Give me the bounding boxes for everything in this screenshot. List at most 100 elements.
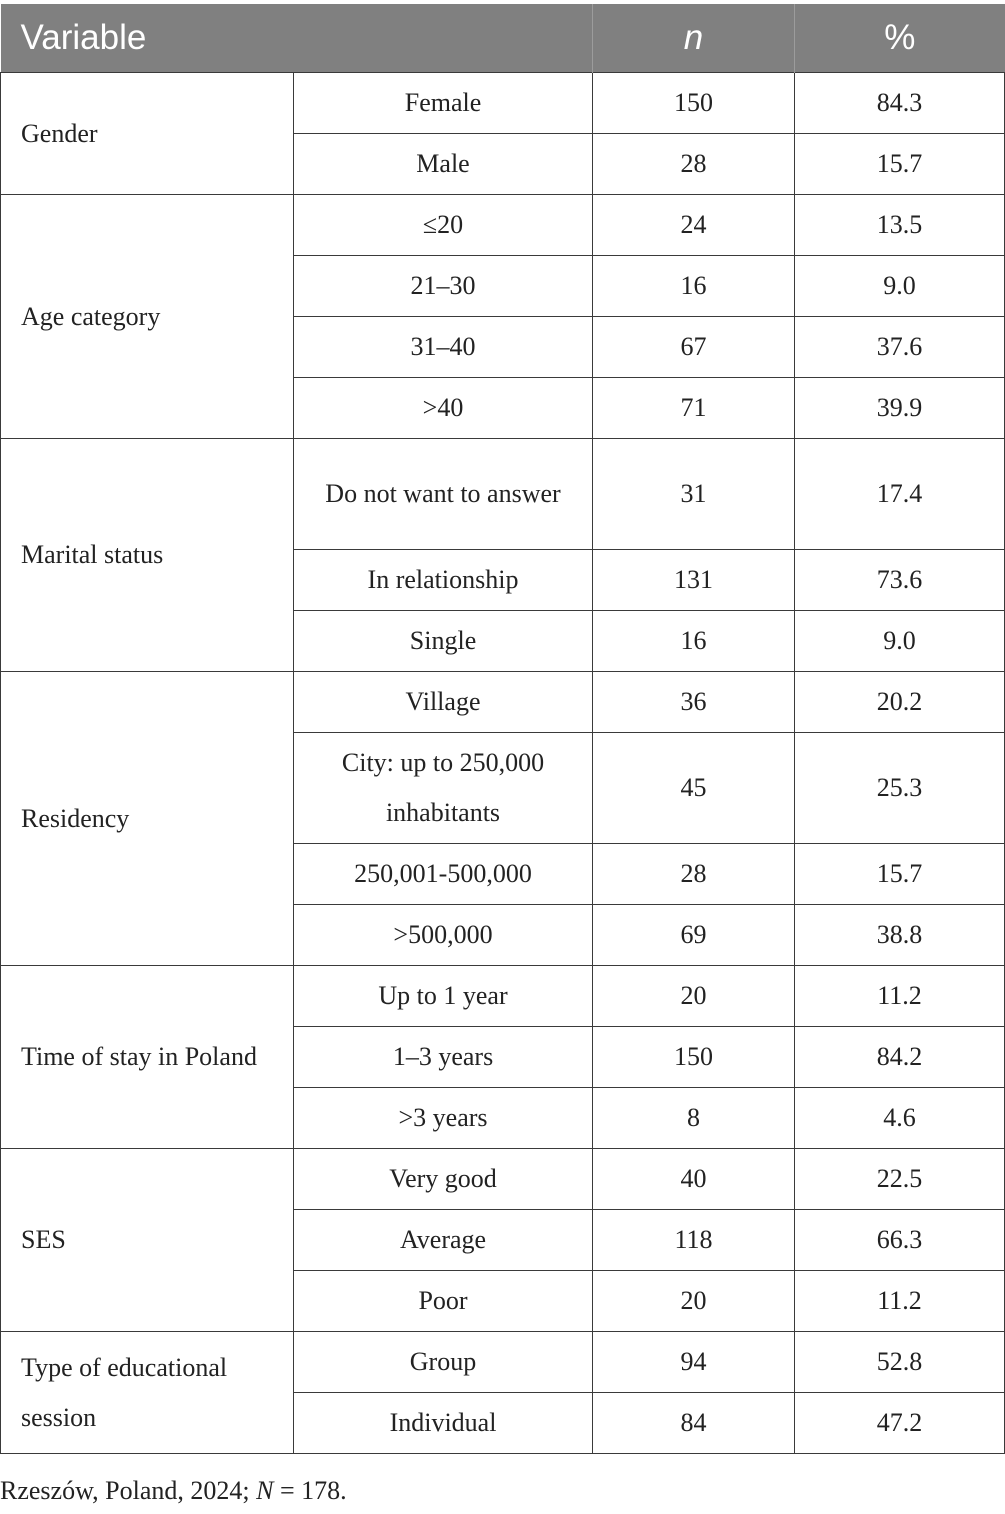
n-cell: 24: [592, 194, 796, 256]
table-row: Poor 20 11.2: [1, 1270, 1005, 1332]
n-cell: 8: [592, 1087, 796, 1149]
table-footnote: Rzeszów, Poland, 2024; N = 178.: [0, 1473, 347, 1509]
category-cell: 250,001-500,000: [292, 843, 594, 905]
table-row: Time of stay in Poland Up to 1 year 20 11.2: [0, 965, 1005, 1149]
category-cell: Up to 1 year: [292, 965, 594, 1027]
percent-cell: 52.8: [794, 1331, 1005, 1393]
percent-cell: 25.3: [794, 732, 1005, 844]
percent-cell: 39.9: [794, 377, 1005, 439]
category-cell: In relationship: [292, 549, 594, 611]
category-cell: >40: [292, 377, 594, 439]
n-cell: 40: [592, 1148, 796, 1210]
n-cell: 16: [592, 610, 796, 672]
table-row: Age category ≤20 24 13.5: [0, 194, 1005, 439]
variable-cell: Age category: [0, 194, 294, 439]
n-cell: 84: [592, 1392, 796, 1454]
table-row: Single 16 9.0: [1, 610, 1005, 672]
category-cell: ≤20: [292, 194, 594, 256]
footnote-total: = 178.: [273, 1476, 347, 1505]
percent-cell: 84.2: [794, 1026, 1005, 1088]
n-cell: 20: [592, 1270, 796, 1332]
n-cell: 36: [592, 671, 796, 733]
table-body: Gender Female 150 84.3 Male 28 15.7 Age categor…: [0, 72, 1005, 1454]
table-header: Variable n %: [0, 4, 1005, 73]
header-row: Variable n %: [0, 4, 1005, 73]
footnote-location: Rzeszów, Poland, 2024;: [0, 1476, 257, 1505]
table-row: Gender Female 150 84.3: [0, 72, 1005, 195]
percent-cell: 84.3: [794, 72, 1005, 134]
category-cell: Very good: [292, 1148, 594, 1210]
category-cell: Group: [292, 1331, 594, 1393]
category-cell: Village: [292, 671, 594, 733]
n-cell: 28: [592, 843, 796, 905]
variable-cell: Marital status: [0, 438, 294, 672]
footnote-n-symbol: N: [256, 1476, 274, 1505]
n-cell: 28: [592, 133, 796, 195]
category-cell: Poor: [292, 1270, 594, 1332]
header-n: n: [592, 4, 796, 73]
category-cell: >500,000: [292, 904, 594, 966]
table-row: >500,000 69 38.8: [1, 904, 1005, 966]
percent-cell: 15.7: [794, 843, 1005, 905]
table-row: City: up to 250,000 inhabitants 45 25.3: [1, 732, 1005, 844]
table-row: Average 118 66.3: [1, 1209, 1005, 1271]
category-cell: City: up to 250,000 inhabitants: [292, 732, 594, 844]
n-cell: 71: [592, 377, 796, 439]
variable-cell: Time of stay in Poland: [0, 965, 294, 1149]
category-cell: Female: [292, 72, 594, 134]
table-row: Individual 84 47.2: [1, 1392, 1005, 1454]
percent-cell: 11.2: [794, 1270, 1005, 1332]
n-cell: 150: [592, 72, 796, 134]
percent-cell: 13.5: [794, 194, 1005, 256]
n-cell: 131: [592, 549, 796, 611]
category-cell: Average: [292, 1209, 594, 1271]
n-cell: 45: [592, 732, 796, 844]
category-cell: Single: [292, 610, 594, 672]
percent-cell: 17.4: [794, 438, 1005, 550]
header-variable: Variable: [0, 4, 594, 73]
variable-cell: SES: [0, 1148, 294, 1332]
percent-cell: 22.5: [794, 1148, 1005, 1210]
table-row: >3 years 8 4.6: [1, 1087, 1005, 1149]
n-cell: 94: [592, 1331, 796, 1393]
n-cell: 31: [592, 438, 796, 550]
percent-cell: 66.3: [794, 1209, 1005, 1271]
demographics-table: Variable n % Gender Female 150 84.3 Male 28 15…: [0, 4, 1005, 1454]
category-cell: >3 years: [292, 1087, 594, 1149]
percent-cell: 11.2: [794, 965, 1005, 1027]
n-cell: 20: [592, 965, 796, 1027]
n-cell: 69: [592, 904, 796, 966]
table-row: Marital status Do not want to answer 31 17.…: [0, 438, 1005, 672]
percent-cell: 9.0: [794, 610, 1005, 672]
demographics-table-container: Variable n % Gender Female 150 84.3 Male 28 15…: [0, 4, 1005, 1454]
percent-cell: 20.2: [794, 671, 1005, 733]
n-cell: 118: [592, 1209, 796, 1271]
category-cell: 1–3 years: [292, 1026, 594, 1088]
n-cell: 16: [592, 255, 796, 317]
category-cell: 21–30: [292, 255, 594, 317]
table-row: Type of educational session Group 94 52.8: [0, 1331, 1005, 1454]
n-cell: 67: [592, 316, 796, 378]
percent-cell: 9.0: [794, 255, 1005, 317]
category-cell: Individual: [292, 1392, 594, 1454]
percent-cell: 73.6: [794, 549, 1005, 611]
percent-cell: 47.2: [794, 1392, 1005, 1454]
table-row: 1–3 years 150 84.2: [1, 1026, 1005, 1088]
percent-cell: 37.6: [794, 316, 1005, 378]
variable-cell: Type of educational session: [0, 1331, 294, 1454]
category-cell: Male: [292, 133, 594, 195]
table-row: In relationship 131 73.6: [1, 549, 1005, 611]
table-row: >40 71 39.9: [1, 377, 1005, 439]
header-percent: %: [794, 4, 1005, 73]
percent-cell: 15.7: [794, 133, 1005, 195]
variable-cell: Gender: [0, 72, 294, 195]
n-cell: 150: [592, 1026, 796, 1088]
percent-cell: 4.6: [794, 1087, 1005, 1149]
category-cell: Do not want to answer: [292, 438, 594, 550]
variable-cell: Residency: [0, 671, 294, 966]
table-row: 250,001-500,000 28 15.7: [1, 843, 1005, 905]
table-row: SES Very good 40 22.5: [0, 1148, 1005, 1332]
table-row: Male 28 15.7: [1, 133, 1005, 195]
table-row: Residency Village 36 20.2: [0, 671, 1005, 966]
category-cell: 31–40: [292, 316, 594, 378]
